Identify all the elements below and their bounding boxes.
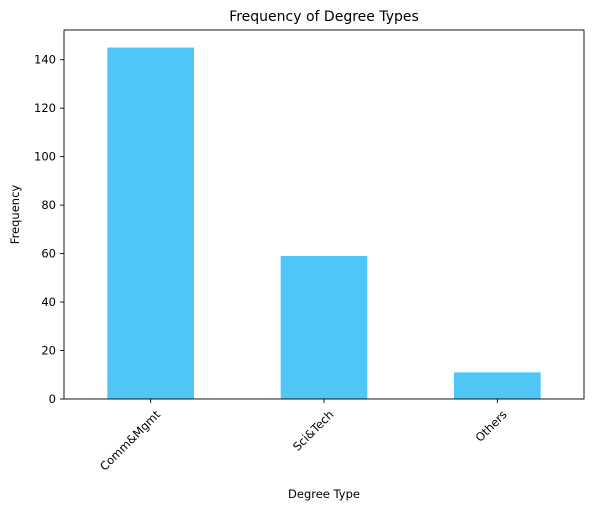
y-tick-label: 80 [41,198,56,212]
x-axis: Comm&Mgmt Sci&Tech Others [97,399,510,473]
x-axis-label: Degree Type [288,487,360,501]
x-tick-label: Others [472,407,509,444]
y-tick-label: 20 [41,344,56,358]
bar-2 [454,372,541,399]
y-tick-label: 120 [34,101,56,115]
y-tick-label: 100 [34,150,56,164]
x-tick-label: Comm&Mgmt [97,407,163,473]
y-tick-label: 60 [41,247,56,261]
y-axis: 0 20 40 60 80 100 120 140 [34,53,64,406]
y-axis-label: Frequency [8,185,22,245]
bar-0 [107,47,194,399]
plot-frame [63,29,585,400]
x-tick-label: Sci&Tech [290,407,336,453]
y-tick-label: 140 [34,53,56,67]
bars-group [107,47,541,399]
bar-1 [280,256,368,399]
y-tick-label: 0 [49,392,56,406]
y-tick-label: 40 [41,295,56,309]
chart-title: Frequency of Degree Types [229,9,419,25]
